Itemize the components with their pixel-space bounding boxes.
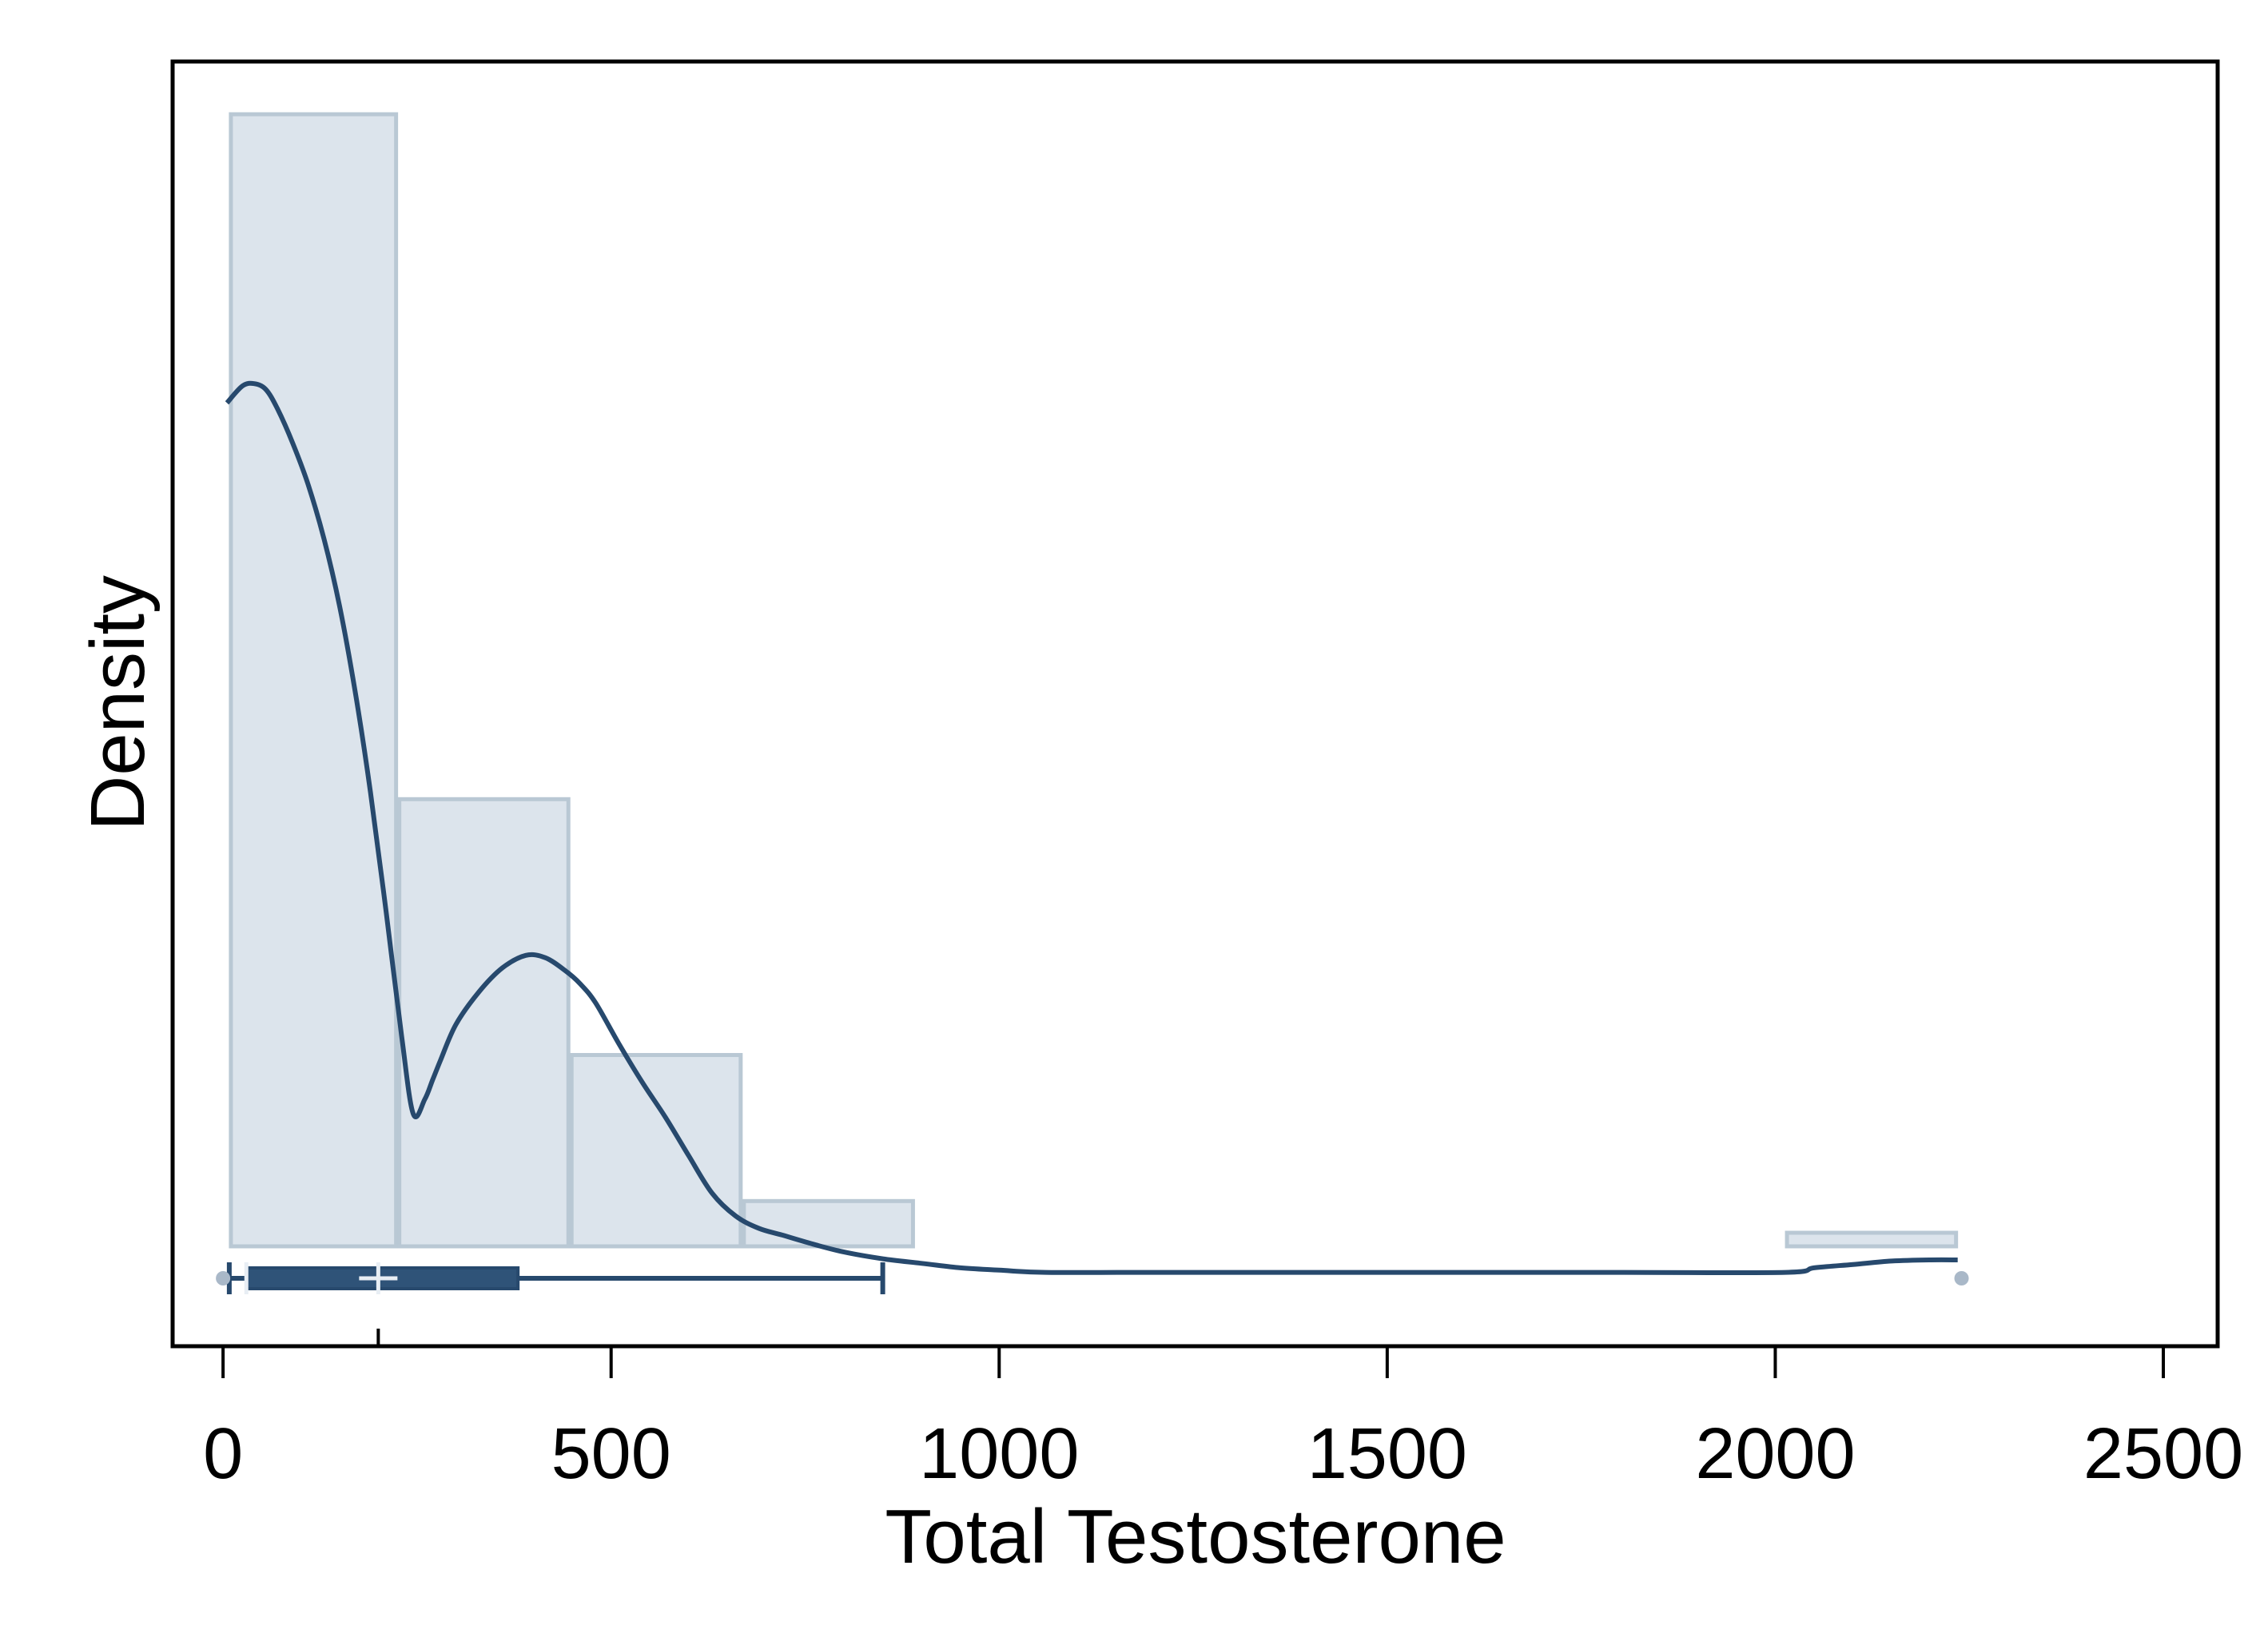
histogram-bars xyxy=(229,112,1959,1249)
x-tick-label-2000: 2000 xyxy=(1695,1414,1855,1494)
y-axis-title: Density xyxy=(75,575,161,831)
density-line xyxy=(225,380,1958,1275)
boxplot-outlier-0 xyxy=(216,1271,231,1285)
density-curve xyxy=(225,380,1958,1275)
x-tick-label-500: 500 xyxy=(551,1414,671,1494)
x-tick-label-1000: 1000 xyxy=(919,1414,1079,1494)
x-tick-label-2500: 2500 xyxy=(2083,1414,2243,1494)
plot-frame xyxy=(170,59,2220,1349)
boxplot-outlier-1 xyxy=(1954,1271,1969,1285)
x-tick-label-1500: 1500 xyxy=(1307,1414,1467,1494)
x-tick-label-0: 0 xyxy=(203,1414,243,1494)
histogram-bar-1 xyxy=(397,797,571,1249)
histogram-bar-0 xyxy=(229,112,399,1249)
x-axis-title: Total Testosterone xyxy=(885,1494,1506,1579)
histogram-bar-3 xyxy=(742,1198,915,1249)
x-axis: 0 500 1000 1500 2000 2500 xyxy=(203,1346,2243,1494)
histogram-bar-5 xyxy=(1785,1230,1959,1249)
boxplot xyxy=(216,1262,1969,1346)
histogram-bar-2 xyxy=(569,1053,743,1249)
